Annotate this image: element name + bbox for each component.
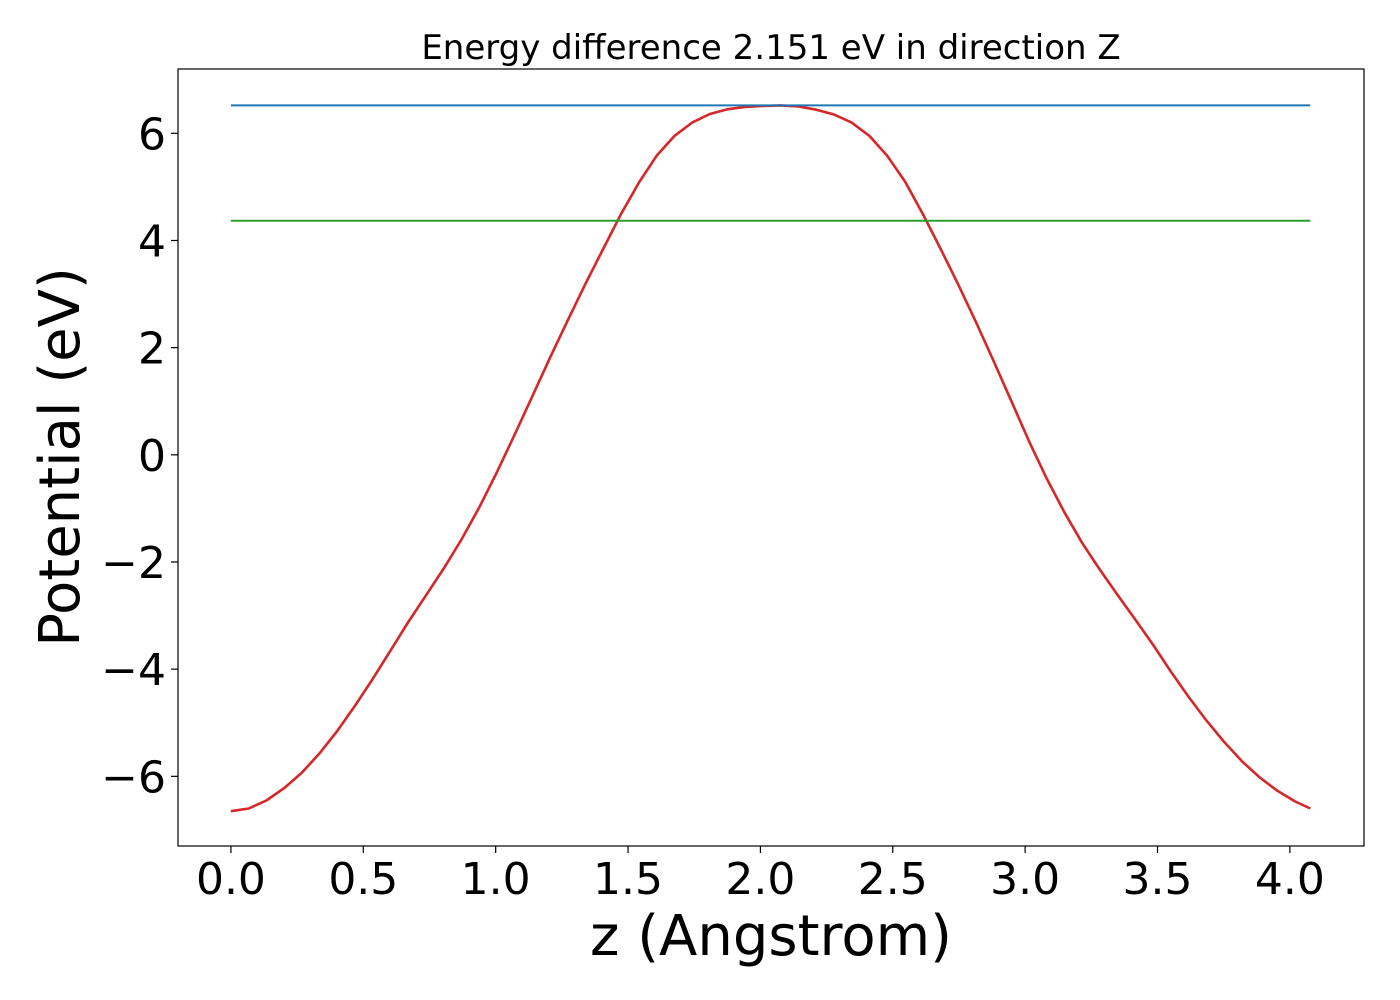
x-tick-label: 2.0 (725, 854, 795, 905)
y-tick-label: −4 (101, 645, 166, 696)
x-tick-label: 2.5 (858, 854, 928, 905)
axes-frame (177, 68, 1365, 847)
y-tick-label: 2 (138, 324, 166, 375)
x-axis-ticks: 0.0 0.5 1.0 1.5 2.0 2.5 3.0 3.5 4.0 (196, 846, 1325, 905)
x-tick-label: 0.0 (196, 854, 266, 905)
x-tick-label: 3.0 (990, 854, 1060, 905)
y-tick-label: −2 (101, 538, 166, 589)
x-tick-label: 1.0 (461, 854, 531, 905)
y-tick-label: 6 (138, 109, 166, 160)
y-axis-label: Potential (eV) (28, 267, 93, 647)
x-tick-label: 0.5 (328, 854, 398, 905)
x-tick-label: 4.0 (1255, 854, 1325, 905)
y-tick-label: 0 (138, 431, 166, 482)
series-line-0 (230, 104, 1311, 813)
plot-area (230, 104, 1311, 813)
x-axis-label: z (Angstrom) (590, 904, 952, 969)
y-tick-label: 4 (138, 216, 166, 267)
y-tick-label: −6 (101, 752, 166, 803)
y-axis-ticks: −6 −4 −2 0 2 4 6 (101, 109, 178, 803)
x-tick-label: 3.5 (1123, 854, 1193, 905)
chart-title: Energy difference 2.151 eV in direction … (421, 28, 1120, 68)
x-tick-label: 1.5 (593, 854, 663, 905)
